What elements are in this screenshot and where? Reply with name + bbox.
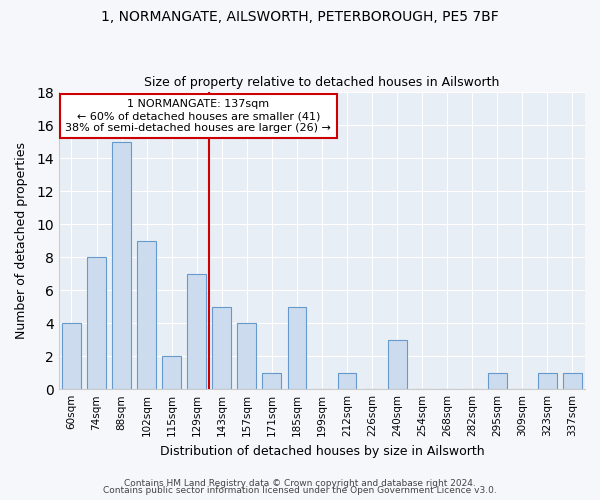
Bar xyxy=(238,323,256,389)
Bar xyxy=(338,372,356,389)
Bar xyxy=(388,340,407,389)
Text: 1, NORMANGATE, AILSWORTH, PETERBOROUGH, PE5 7BF: 1, NORMANGATE, AILSWORTH, PETERBOROUGH, … xyxy=(101,10,499,24)
Text: 1 NORMANGATE: 137sqm
← 60% of detached houses are smaller (41)
38% of semi-detac: 1 NORMANGATE: 137sqm ← 60% of detached h… xyxy=(65,100,331,132)
Bar xyxy=(62,323,81,389)
Text: Contains public sector information licensed under the Open Government Licence v3: Contains public sector information licen… xyxy=(103,486,497,495)
Text: Contains HM Land Registry data © Crown copyright and database right 2024.: Contains HM Land Registry data © Crown c… xyxy=(124,478,476,488)
Bar xyxy=(287,306,307,389)
Bar xyxy=(112,142,131,389)
Bar xyxy=(212,306,231,389)
Bar xyxy=(262,372,281,389)
Bar xyxy=(538,372,557,389)
Bar xyxy=(137,240,156,389)
Bar xyxy=(187,274,206,389)
Bar xyxy=(87,257,106,389)
Y-axis label: Number of detached properties: Number of detached properties xyxy=(15,142,28,339)
Title: Size of property relative to detached houses in Ailsworth: Size of property relative to detached ho… xyxy=(144,76,500,90)
X-axis label: Distribution of detached houses by size in Ailsworth: Distribution of detached houses by size … xyxy=(160,444,484,458)
Bar xyxy=(563,372,582,389)
Bar xyxy=(162,356,181,389)
Bar xyxy=(488,372,507,389)
